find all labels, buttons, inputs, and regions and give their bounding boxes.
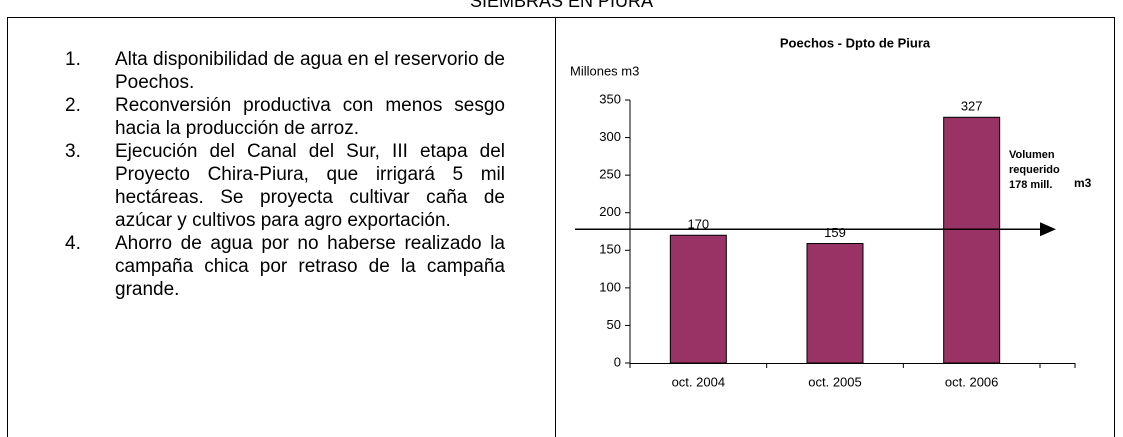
list-item: 4. Ahorro de agua por no haberse realizad… bbox=[50, 232, 515, 301]
item-text: Ejecución del Canal del Sur, III etapa d… bbox=[115, 141, 505, 231]
item-number: 1. bbox=[65, 49, 81, 70]
y-tick-label: 100 bbox=[599, 279, 621, 294]
y-tick-label: 350 bbox=[599, 91, 621, 106]
arrow-head bbox=[1040, 222, 1056, 237]
annotation: Volumen bbox=[1009, 149, 1055, 161]
y-tick-label: 0 bbox=[614, 354, 621, 369]
bar bbox=[669, 234, 727, 364]
value-label: 159 bbox=[824, 225, 846, 240]
list-item: 2. Reconversión productiva con menos sesg… bbox=[50, 94, 515, 140]
y-tick-label: 300 bbox=[599, 129, 621, 144]
item-text: Alta disponibilidad de agua en el reserv… bbox=[115, 49, 505, 93]
x-tick-label: oct. 2005 bbox=[808, 374, 862, 389]
x-tick-label: oct. 2004 bbox=[672, 374, 726, 389]
y-tick-label: 200 bbox=[599, 204, 621, 219]
item-text: Ahorro de agua por no haberse realizado … bbox=[115, 233, 505, 300]
y-tick-label: 50 bbox=[607, 317, 621, 332]
list-item: 1. Alta disponibilidad de agua en el rese… bbox=[50, 48, 515, 94]
page-title: SIEMBRAS EN PIURA bbox=[469, 0, 654, 11]
annotation-unit: m3 bbox=[1074, 176, 1092, 190]
item-text: Reconversión productiva con menos sesgo … bbox=[115, 95, 505, 139]
y-tick-label: 250 bbox=[599, 167, 621, 182]
chart-title: Poechos - Dpto de Piura bbox=[780, 35, 931, 50]
list-item: 3. Ejecución del Canal del Sur, III etapa… bbox=[50, 140, 515, 232]
annotation: 178 mill. bbox=[1009, 179, 1052, 191]
value-label: 327 bbox=[961, 99, 983, 114]
list: 1. Alta disponibilidad de agua en el rese… bbox=[50, 48, 515, 301]
y-tick-label: 150 bbox=[599, 242, 621, 257]
y-axis-label: Millones m3 bbox=[570, 63, 639, 78]
x-tick-label: oct. 2006 bbox=[945, 374, 999, 389]
item-number: 4. bbox=[65, 233, 81, 254]
value-label: 170 bbox=[687, 217, 709, 232]
bar bbox=[806, 243, 864, 364]
bar bbox=[943, 116, 1001, 364]
item-number: 2. bbox=[65, 95, 81, 116]
annotation: requerido bbox=[1009, 164, 1060, 176]
frame bbox=[7, 17, 1115, 437]
item-number: 3. bbox=[65, 141, 81, 162]
